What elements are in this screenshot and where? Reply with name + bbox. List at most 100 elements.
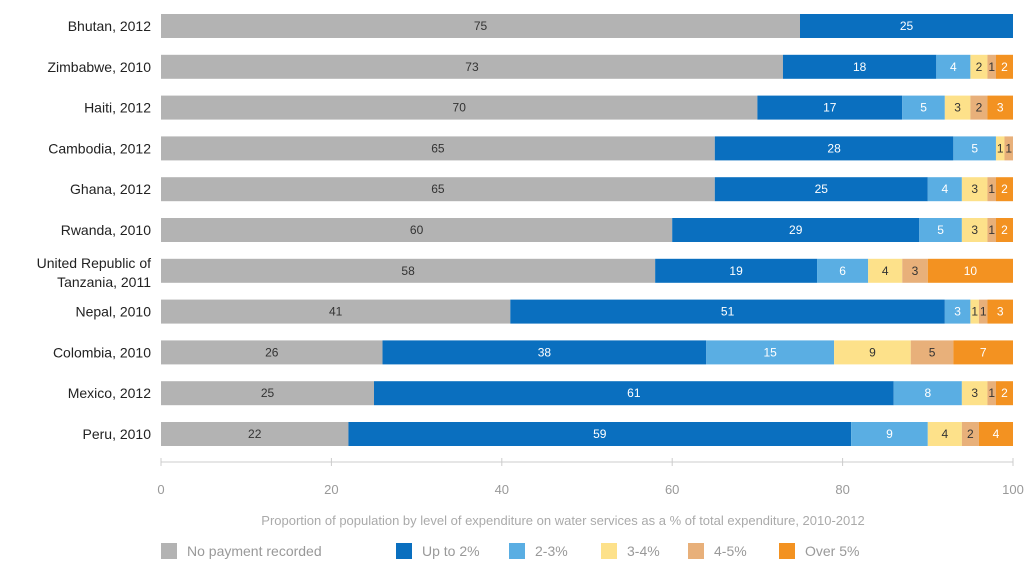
data-label-nepal-2010-3: 1 [971, 305, 978, 319]
legend-swatch-2 [509, 543, 525, 559]
bar-segment-rwanda-2010-1 [672, 218, 920, 242]
data-label-peru-2010-0: 22 [248, 427, 262, 441]
bar-segment-haiti-2012-0 [161, 95, 758, 120]
x-axis: 0 20 40 60 80 100 [157, 458, 1024, 497]
bar-segment-peru-2010-2 [851, 422, 928, 446]
bar-segment-peru-2010-3 [927, 422, 962, 446]
bar-segment-ghana-2012-4 [987, 177, 996, 202]
bar-segment-united-republic-of-tanzania-2011-2 [817, 258, 869, 283]
data-label-colombia-2010-5: 7 [980, 345, 987, 359]
data-label-ghana-2012-1: 25 [815, 182, 829, 196]
data-label-ghana-2012-3: 3 [971, 182, 978, 196]
category-label-colombia-2010: Colombia, 2010 [53, 344, 151, 360]
data-label-mexico-2012-5: 2 [1001, 386, 1008, 400]
data-label-mexico-2012-3: 3 [971, 386, 978, 400]
data-label-haiti-2012-2: 5 [920, 101, 927, 115]
bar-segment-colombia-2010-5 [953, 340, 1013, 365]
data-label-cambodia-2012-4: 1 [1005, 141, 1012, 155]
bar-segment-zimbabwe-2010-3 [970, 54, 988, 79]
data-label-haiti-2012-1: 17 [823, 101, 837, 115]
bar-segment-united-republic-of-tanzania-2011-4 [902, 258, 928, 283]
data-label-united-republic-of-tanzania-2011-0: 58 [401, 264, 415, 278]
data-label-zimbabwe-2010-2: 4 [950, 60, 957, 74]
bar-segment-ghana-2012-1 [714, 177, 928, 202]
data-label-mexico-2012-1: 61 [627, 386, 641, 400]
data-label-mexico-2012-4: 1 [988, 386, 995, 400]
legend-label-5: Over 5% [805, 543, 859, 559]
legend: No payment recorded Up to 2% 2-3% 3-4% 4-5% O… [161, 543, 859, 559]
bar-segment-colombia-2010-4 [910, 340, 954, 365]
data-label-nepal-2010-4: 1 [980, 305, 987, 319]
bar-segment-mexico-2012-0 [161, 381, 374, 406]
bar-segment-ghana-2012-0 [161, 177, 715, 202]
data-label-ghana-2012-0: 65 [431, 182, 445, 196]
data-label-cambodia-2012-0: 65 [431, 141, 445, 155]
category-label-united-republic-of-tanzania-2011: United Republic of Tanzania, 2011 [37, 255, 152, 290]
data-label-peru-2010-2: 9 [886, 427, 893, 441]
bar-segment-cambodia-2012-1 [714, 136, 954, 161]
data-label-cambodia-2012-2: 5 [971, 141, 978, 155]
bar-segment-united-republic-of-tanzania-2011-1 [655, 258, 818, 283]
data-label-peru-2010-1: 59 [593, 427, 607, 441]
legend-swatch-5 [779, 543, 795, 559]
bar-segment-zimbabwe-2010-4 [987, 54, 996, 79]
data-label-ghana-2012-2: 4 [941, 182, 948, 196]
data-label-ghana-2012-5: 2 [1001, 182, 1008, 196]
bar-segment-united-republic-of-tanzania-2011-5 [927, 258, 1013, 283]
bar-segment-cambodia-2012-0 [161, 136, 715, 161]
bar-segment-ghana-2012-2 [927, 177, 962, 202]
bar-segment-cambodia-2012-4 [1004, 136, 1013, 161]
bar-segment-bhutan-2012-1 [800, 14, 1013, 38]
data-label-cambodia-2012-1: 28 [827, 141, 841, 155]
data-label-colombia-2010-3: 9 [869, 345, 876, 359]
bar-segment-haiti-2012-4 [970, 95, 988, 120]
legend-label-1: Up to 2% [422, 543, 480, 559]
bar-segment-peru-2010-0 [161, 422, 349, 446]
bar-segment-peru-2010-5 [978, 422, 1013, 446]
bar-segment-peru-2010-4 [961, 422, 979, 446]
bar-segment-mexico-2012-2 [893, 381, 962, 406]
x-tick-label-100: 100 [1002, 482, 1024, 497]
legend-swatch-0 [161, 543, 177, 559]
legend-label-0: No payment recorded [187, 543, 322, 559]
legend-swatch-4 [688, 543, 704, 559]
data-label-united-republic-of-tanzania-2011-3: 4 [882, 264, 889, 278]
bar-segment-rwanda-2010-5 [995, 218, 1013, 242]
data-label-colombia-2010-1: 38 [538, 345, 552, 359]
bar-segment-colombia-2010-3 [834, 340, 911, 365]
data-label-zimbabwe-2010-1: 18 [853, 60, 867, 74]
data-label-rwanda-2010-3: 3 [971, 223, 978, 237]
bar-segment-cambodia-2012-2 [953, 136, 996, 161]
data-label-rwanda-2010-2: 5 [937, 223, 944, 237]
data-label-peru-2010-3: 4 [941, 427, 948, 441]
data-label-nepal-2010-1: 51 [721, 305, 735, 319]
bar-segment-rwanda-2010-3 [961, 218, 988, 242]
bar-segment-bhutan-2012-0 [161, 14, 800, 38]
category-label-haiti-2012: Haiti, 2012 [84, 100, 151, 116]
legend-swatch-3 [601, 543, 617, 559]
data-label-mexico-2012-0: 25 [261, 386, 275, 400]
bar-segment-rwanda-2010-2 [919, 218, 962, 242]
data-label-nepal-2010-0: 41 [329, 305, 343, 319]
bar-segment-mexico-2012-1 [374, 381, 894, 406]
data-label-haiti-2012-4: 2 [976, 101, 983, 115]
data-label-rwanda-2010-5: 2 [1001, 223, 1008, 237]
category-label-ghana-2012: Ghana, 2012 [70, 181, 151, 197]
category-label-cambodia-2012: Cambodia, 2012 [48, 140, 151, 156]
bar-segment-united-republic-of-tanzania-2011-0 [161, 258, 656, 283]
bar-segment-haiti-2012-5 [987, 95, 1013, 120]
bar-segment-mexico-2012-5 [995, 381, 1013, 406]
bar-segment-rwanda-2010-4 [987, 218, 996, 242]
category-label-rwanda-2010: Rwanda, 2010 [61, 222, 152, 238]
legend-label-2: 2-3% [535, 543, 568, 559]
bar-segment-ghana-2012-3 [961, 177, 988, 202]
data-label-colombia-2010-0: 26 [265, 345, 279, 359]
data-label-peru-2010-5: 4 [993, 427, 1000, 441]
bar-segment-colombia-2010-2 [706, 340, 835, 365]
bar-segment-colombia-2010-0 [161, 340, 383, 365]
data-label-haiti-2012-5: 3 [997, 101, 1004, 115]
bar-segment-mexico-2012-4 [987, 381, 996, 406]
data-label-united-republic-of-tanzania-2011-4: 3 [912, 264, 919, 278]
